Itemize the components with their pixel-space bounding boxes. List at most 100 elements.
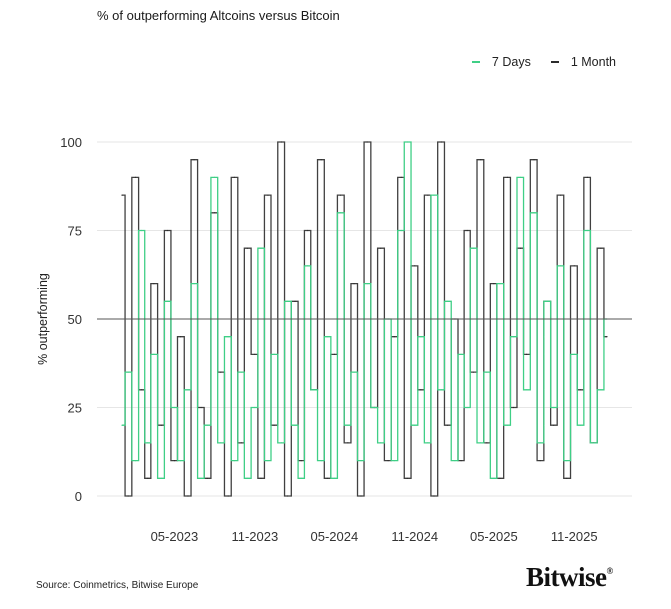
- data-point: [347, 424, 349, 426]
- data-point: [360, 460, 362, 462]
- data-point: [121, 424, 123, 426]
- legend-swatch-dark: [550, 61, 559, 63]
- data-point: [393, 460, 395, 462]
- data-point: [280, 442, 283, 444]
- data-point: [227, 336, 229, 338]
- data-point: [499, 283, 501, 285]
- y-tick-label: 75: [68, 224, 82, 239]
- data-point: [273, 353, 275, 355]
- data-point: [553, 424, 555, 426]
- data-point: [427, 194, 429, 196]
- logo-text: Bitwise: [526, 562, 607, 592]
- x-tick-label: 11-2024: [391, 529, 438, 544]
- data-point: [586, 229, 588, 232]
- data-point: [307, 265, 309, 267]
- data-point: [206, 477, 208, 479]
- data-point: [280, 141, 283, 143]
- data-point: [600, 247, 602, 249]
- data-point: [300, 477, 302, 479]
- data-point: [366, 283, 368, 285]
- data-point: [414, 265, 416, 267]
- data-point: [214, 176, 216, 178]
- data-point: [512, 336, 515, 338]
- data-point: [214, 212, 216, 214]
- data-point: [220, 371, 222, 373]
- data-point: [233, 460, 235, 462]
- data-point: [446, 300, 449, 302]
- x-tick-label: 11-2023: [231, 529, 278, 544]
- data-point: [246, 247, 249, 249]
- data-point: [353, 371, 355, 373]
- data-point: [393, 336, 395, 338]
- data-point: [414, 424, 416, 426]
- data-point: [460, 353, 462, 355]
- data-point: [141, 389, 143, 391]
- data-point: [573, 265, 575, 267]
- data-point: [127, 495, 129, 497]
- data-point: [566, 460, 568, 462]
- legend-item-7-days[interactable]: 7 Days: [471, 55, 531, 69]
- data-point: [353, 283, 355, 285]
- data-point: [400, 176, 402, 178]
- data-point: [400, 229, 402, 232]
- data-point: [166, 300, 169, 302]
- data-point: [179, 336, 182, 338]
- data-point: [586, 176, 588, 178]
- data-point: [286, 495, 289, 497]
- data-point: [446, 424, 449, 426]
- data-point: [493, 477, 495, 479]
- data-point: [127, 371, 129, 373]
- data-point: [240, 371, 242, 373]
- data-point: [147, 477, 149, 479]
- legend-item-1-month[interactable]: 1 Month: [550, 55, 616, 69]
- data-point: [420, 389, 422, 391]
- data-point: [333, 477, 335, 479]
- data-point: [254, 406, 256, 409]
- data-point: [260, 247, 262, 249]
- data-point: [480, 159, 482, 161]
- data-point: [220, 442, 222, 444]
- legend: 7 Days 1 Month: [471, 55, 616, 69]
- data-point: [206, 424, 208, 426]
- data-point: [519, 176, 522, 178]
- data-point: [433, 194, 435, 196]
- data-point: [173, 406, 176, 409]
- data-point: [466, 229, 468, 232]
- data-point: [320, 159, 322, 161]
- data-point: [179, 460, 182, 462]
- data-point: [493, 283, 495, 285]
- data-point: [134, 176, 137, 178]
- data-point: [539, 442, 541, 444]
- data-point: [466, 406, 468, 409]
- data-point: [187, 389, 189, 391]
- data-point: [294, 300, 296, 302]
- data-point: [506, 176, 508, 178]
- x-tick-label: 05-2024: [310, 529, 358, 544]
- data-point: [486, 371, 488, 373]
- data-point: [233, 176, 235, 178]
- data-point: [326, 477, 328, 479]
- y-tick-label: 25: [68, 401, 82, 416]
- data-point: [260, 477, 262, 479]
- data-point: [307, 229, 309, 232]
- data-point: [579, 424, 581, 426]
- data-point: [406, 141, 408, 143]
- data-point: [166, 229, 169, 232]
- data-point: [533, 212, 535, 214]
- data-point: [267, 460, 269, 462]
- legend-label: 7 Days: [491, 55, 531, 69]
- chart-title: % of outperforming Altcoins versus Bitco…: [97, 8, 340, 23]
- data-point: [153, 353, 155, 355]
- y-tick-label: 100: [60, 135, 82, 150]
- data-point: [240, 442, 242, 444]
- data-point: [472, 247, 474, 249]
- data-point: [153, 283, 155, 285]
- data-point: [366, 141, 368, 143]
- data-point: [553, 406, 555, 409]
- data-point: [193, 283, 195, 285]
- data-point: [339, 194, 342, 196]
- legend-label: 1 Month: [570, 55, 616, 69]
- data-point: [506, 424, 508, 426]
- data-point: [360, 495, 362, 497]
- data-point: [267, 194, 269, 196]
